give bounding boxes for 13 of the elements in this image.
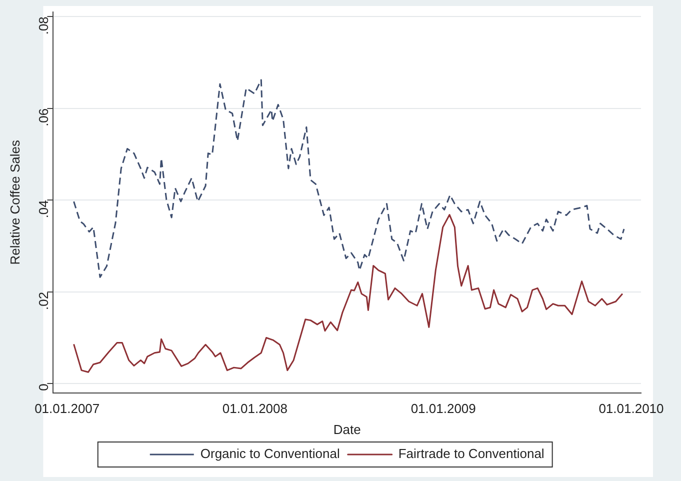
y-tick-label: .08 [36,16,51,35]
x-axis-title: Date [333,422,361,437]
y-tick-label: .06 [36,108,51,126]
x-tick-label: 01.01.2008 [222,401,288,416]
x-tick-label: 01.01.2009 [410,401,476,416]
y-tick-label: 0 [36,384,51,391]
x-tick-label: 01.01.2007 [34,401,100,416]
y-axis-title: Relative Coffee Sales [7,140,22,265]
legend-label: Organic to Conventional [200,446,340,462]
y-tick-label: .04 [36,200,51,218]
x-tick-label: 01.01.2010 [598,401,664,416]
y-tick-label: .02 [36,292,51,310]
legend-label: Fairtrade to Conventional [398,446,544,462]
